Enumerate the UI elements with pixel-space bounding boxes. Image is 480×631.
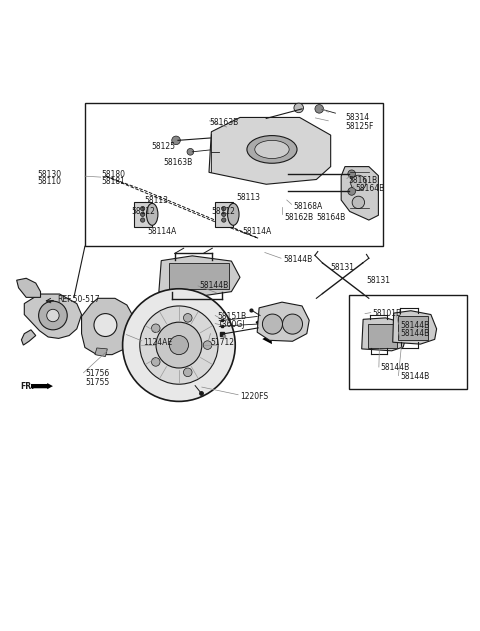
- Polygon shape: [82, 298, 132, 355]
- Circle shape: [47, 309, 59, 322]
- Polygon shape: [393, 310, 437, 344]
- Ellipse shape: [222, 206, 226, 211]
- FancyArrow shape: [31, 383, 53, 389]
- Ellipse shape: [141, 206, 145, 211]
- Circle shape: [152, 324, 160, 333]
- Circle shape: [152, 358, 160, 366]
- Polygon shape: [95, 348, 108, 357]
- Text: FR.: FR.: [21, 382, 35, 391]
- FancyArrow shape: [255, 321, 272, 344]
- Circle shape: [294, 103, 303, 113]
- Polygon shape: [362, 318, 406, 351]
- Circle shape: [352, 196, 364, 209]
- Circle shape: [156, 322, 202, 368]
- Circle shape: [282, 314, 302, 334]
- Text: 58181: 58181: [102, 177, 125, 186]
- Polygon shape: [159, 256, 240, 297]
- Circle shape: [183, 314, 192, 322]
- Polygon shape: [17, 278, 40, 297]
- Ellipse shape: [228, 203, 239, 225]
- Bar: [368, 324, 397, 348]
- Text: 58144B: 58144B: [400, 329, 430, 338]
- Text: 58314: 58314: [345, 113, 369, 122]
- Circle shape: [263, 314, 282, 334]
- Text: 58113: 58113: [144, 196, 168, 204]
- Polygon shape: [341, 167, 378, 220]
- Circle shape: [122, 289, 235, 401]
- Text: 58113: 58113: [236, 192, 260, 202]
- Text: 58161B: 58161B: [349, 177, 378, 186]
- Circle shape: [169, 336, 189, 355]
- Text: 1360GJ: 1360GJ: [217, 320, 245, 329]
- Text: 58114A: 58114A: [147, 228, 176, 237]
- Text: 58163B: 58163B: [209, 118, 238, 127]
- Text: 58114A: 58114A: [242, 228, 272, 237]
- Circle shape: [140, 306, 218, 384]
- Text: 58131: 58131: [366, 276, 390, 285]
- Text: 58144B: 58144B: [400, 321, 430, 329]
- Bar: [134, 202, 152, 227]
- Text: 58144B: 58144B: [199, 281, 228, 290]
- Ellipse shape: [255, 140, 289, 158]
- Circle shape: [94, 314, 117, 336]
- Text: 58125F: 58125F: [345, 122, 373, 131]
- Text: 58131: 58131: [331, 263, 355, 273]
- Text: 51712: 51712: [210, 338, 234, 346]
- Polygon shape: [22, 330, 36, 345]
- Text: 58151B: 58151B: [217, 312, 246, 321]
- Text: 58164B: 58164B: [316, 213, 346, 221]
- Polygon shape: [169, 263, 228, 289]
- Ellipse shape: [222, 212, 226, 216]
- Text: 58130: 58130: [37, 170, 61, 179]
- Text: 58125: 58125: [152, 141, 176, 151]
- Text: 51756: 51756: [85, 369, 109, 378]
- Text: 58112: 58112: [211, 207, 235, 216]
- Text: 51755: 51755: [85, 378, 109, 387]
- Circle shape: [348, 170, 356, 177]
- Circle shape: [38, 301, 67, 330]
- Circle shape: [351, 175, 366, 191]
- Ellipse shape: [222, 218, 226, 222]
- Polygon shape: [209, 117, 331, 184]
- Text: 58110: 58110: [37, 177, 61, 186]
- Circle shape: [183, 368, 192, 377]
- Bar: [349, 295, 467, 389]
- Polygon shape: [257, 302, 309, 341]
- Text: 58168A: 58168A: [293, 202, 323, 211]
- Ellipse shape: [141, 218, 145, 222]
- Bar: [85, 103, 383, 246]
- Text: 58163B: 58163B: [164, 158, 193, 167]
- Polygon shape: [24, 294, 82, 338]
- Text: 1220FS: 1220FS: [240, 392, 268, 401]
- Circle shape: [348, 187, 356, 195]
- Bar: [215, 202, 233, 227]
- Text: 58144B: 58144B: [400, 372, 430, 381]
- Text: 58101B: 58101B: [372, 309, 402, 317]
- Circle shape: [172, 136, 180, 144]
- Text: 58164B: 58164B: [356, 184, 385, 193]
- Ellipse shape: [247, 136, 297, 163]
- Ellipse shape: [141, 212, 145, 216]
- Ellipse shape: [146, 203, 158, 225]
- Circle shape: [315, 105, 324, 113]
- Text: 58180: 58180: [102, 170, 126, 179]
- Text: REF.50-517: REF.50-517: [58, 295, 100, 304]
- Circle shape: [187, 148, 194, 155]
- Text: 58112: 58112: [131, 207, 155, 216]
- Text: 58144B: 58144B: [381, 363, 410, 372]
- Bar: [398, 317, 428, 340]
- Text: 1124AE: 1124AE: [144, 338, 173, 346]
- Text: 58144B: 58144B: [283, 255, 312, 264]
- Circle shape: [203, 341, 212, 350]
- Text: 58162B: 58162B: [284, 213, 313, 221]
